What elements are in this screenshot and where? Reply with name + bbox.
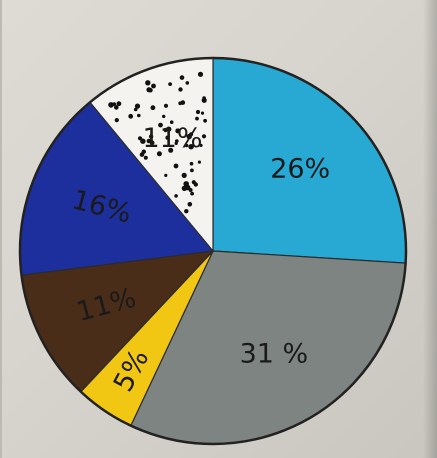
pattern-dot: [164, 173, 168, 177]
pattern-dot: [168, 82, 173, 86]
pattern-dot: [191, 180, 196, 185]
pie-outline: [18, 56, 408, 446]
pattern-dot: [133, 107, 138, 112]
pattern-dot: [112, 102, 117, 106]
pattern-dot: [188, 144, 194, 150]
pattern-dot: [146, 87, 152, 93]
pattern-dot: [169, 120, 174, 124]
pattern-dot: [197, 160, 201, 164]
pattern-dot: [201, 134, 207, 139]
pattern-dot: [145, 80, 151, 86]
pattern-dot: [128, 113, 134, 119]
pattern-dot: [200, 111, 205, 115]
pattern-dot: [184, 209, 189, 214]
pattern-dot: [181, 172, 187, 178]
pattern-dot: [156, 151, 162, 157]
pattern-dot: [178, 87, 183, 92]
slice-label-0: 26%: [270, 154, 330, 185]
pattern-dot: [174, 194, 178, 198]
pie-slices: [19, 57, 407, 445]
pattern-dot: [174, 141, 178, 145]
pattern-dot: [185, 81, 190, 85]
pattern-dot: [197, 71, 204, 77]
pattern-dot: [140, 138, 146, 144]
pattern-dot: [166, 126, 172, 132]
pattern-dot: [184, 184, 191, 191]
pattern-dot: [186, 133, 192, 140]
pattern-dot: [151, 83, 156, 89]
pattern-dot: [114, 118, 119, 123]
pattern-dot: [134, 103, 141, 109]
pattern-dot: [184, 143, 189, 148]
pattern-dot: [148, 134, 154, 139]
pattern-dot: [158, 122, 163, 128]
pattern-dot: [195, 116, 199, 121]
pattern-dot: [189, 161, 194, 166]
pattern-dot: [165, 135, 170, 140]
pattern-dot: [137, 136, 143, 141]
slice-label-5: 11%: [142, 123, 202, 154]
pattern-dot: [175, 128, 181, 134]
pattern-dot: [202, 96, 206, 100]
pattern-dot: [163, 103, 169, 108]
pattern-dot: [168, 147, 174, 153]
dot-pattern: [108, 71, 208, 214]
pattern-dot: [163, 128, 168, 133]
pattern-dot: [178, 101, 183, 106]
pattern-dot: [199, 143, 203, 147]
pattern-dot: [116, 101, 122, 107]
pattern-dot: [173, 163, 179, 169]
pattern-dot: [150, 105, 156, 111]
pattern-dot: [203, 118, 208, 123]
pattern-dot: [179, 75, 185, 80]
pattern-dot: [162, 114, 166, 119]
pattern-dot: [187, 202, 193, 207]
pattern-dot: [195, 109, 201, 115]
slice-label-1: 31 %: [240, 339, 309, 370]
pattern-dot: [149, 140, 155, 146]
pattern-dot: [143, 155, 148, 160]
pattern-dot: [137, 113, 141, 118]
pattern-dot: [190, 191, 195, 196]
pattern-dot: [141, 149, 146, 154]
pattern-dot: [114, 105, 119, 110]
pattern-dot: [190, 168, 194, 173]
